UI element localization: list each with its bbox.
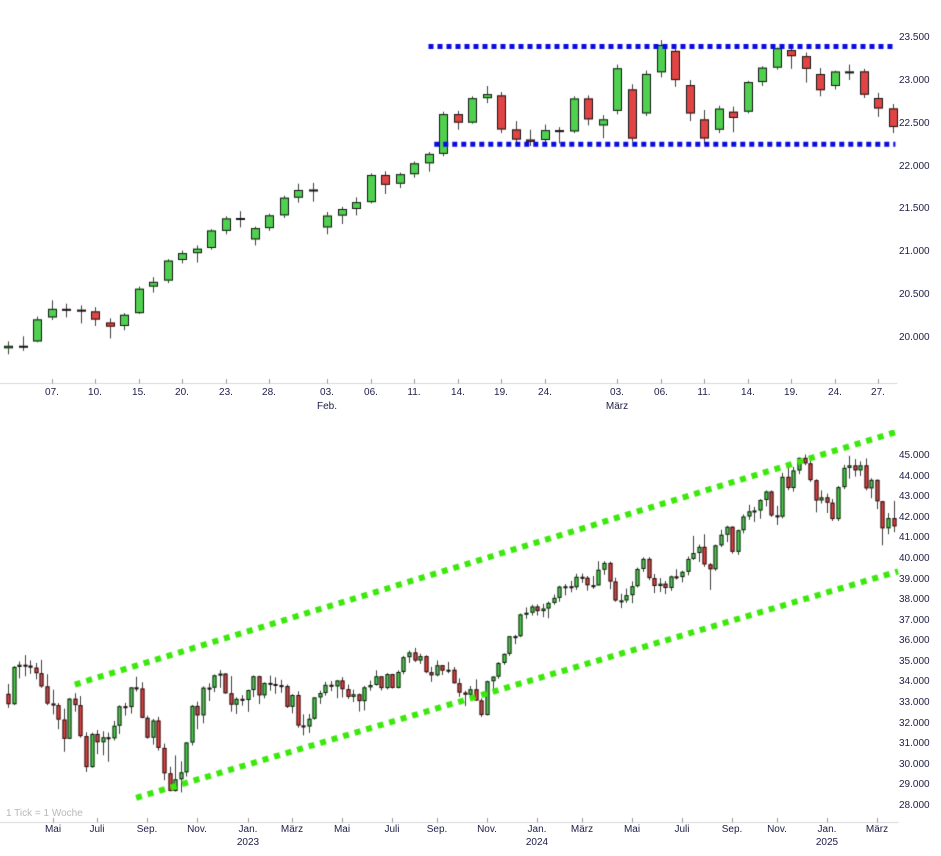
daily-chart-canvas <box>0 0 941 430</box>
tick-interval-note: 1 Tick = 1 Woche <box>6 808 83 819</box>
weekly-chart-canvas <box>0 430 941 856</box>
daily-candlestick-chart: 23.500 23.000 22.500 22.000 21.500 21.000 20.5… <box>0 0 941 430</box>
weekly-candlestick-chart: 45.000 44.000 43.000 42.000 41.000 40.000 39.0… <box>0 430 941 856</box>
